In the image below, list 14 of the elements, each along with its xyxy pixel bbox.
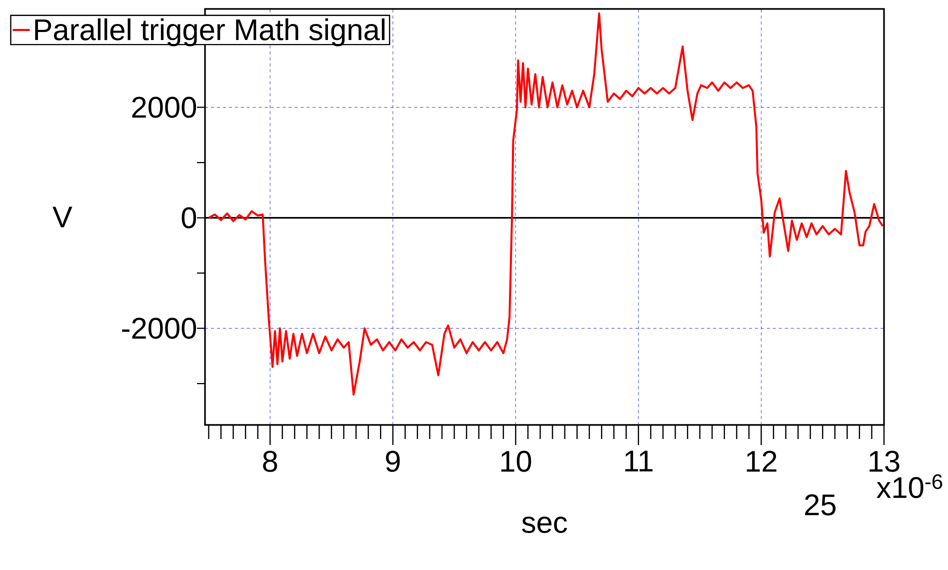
x-tick-label: 8 (263, 450, 278, 472)
x-tick-label: 12 (746, 450, 776, 472)
text: x10$^{-6}$ (876, 474, 942, 498)
x-tick-label: 9 (386, 450, 400, 472)
x-tick-label: 10 (501, 450, 532, 472)
legend-label: Parallel trigger Math signal (35, 18, 384, 46)
y-tick-label: 0 (182, 207, 196, 228)
y-tick-label: 2000 (132, 96, 196, 118)
y-tick-label: -2000 (122, 318, 196, 339)
x-axis-title: sec (522, 516, 567, 534)
y-axis-title: V (52, 206, 72, 228)
x-tick-label: 11 (625, 450, 653, 472)
x-tick-label: 13 (870, 450, 900, 472)
text: 25 (805, 494, 836, 516)
